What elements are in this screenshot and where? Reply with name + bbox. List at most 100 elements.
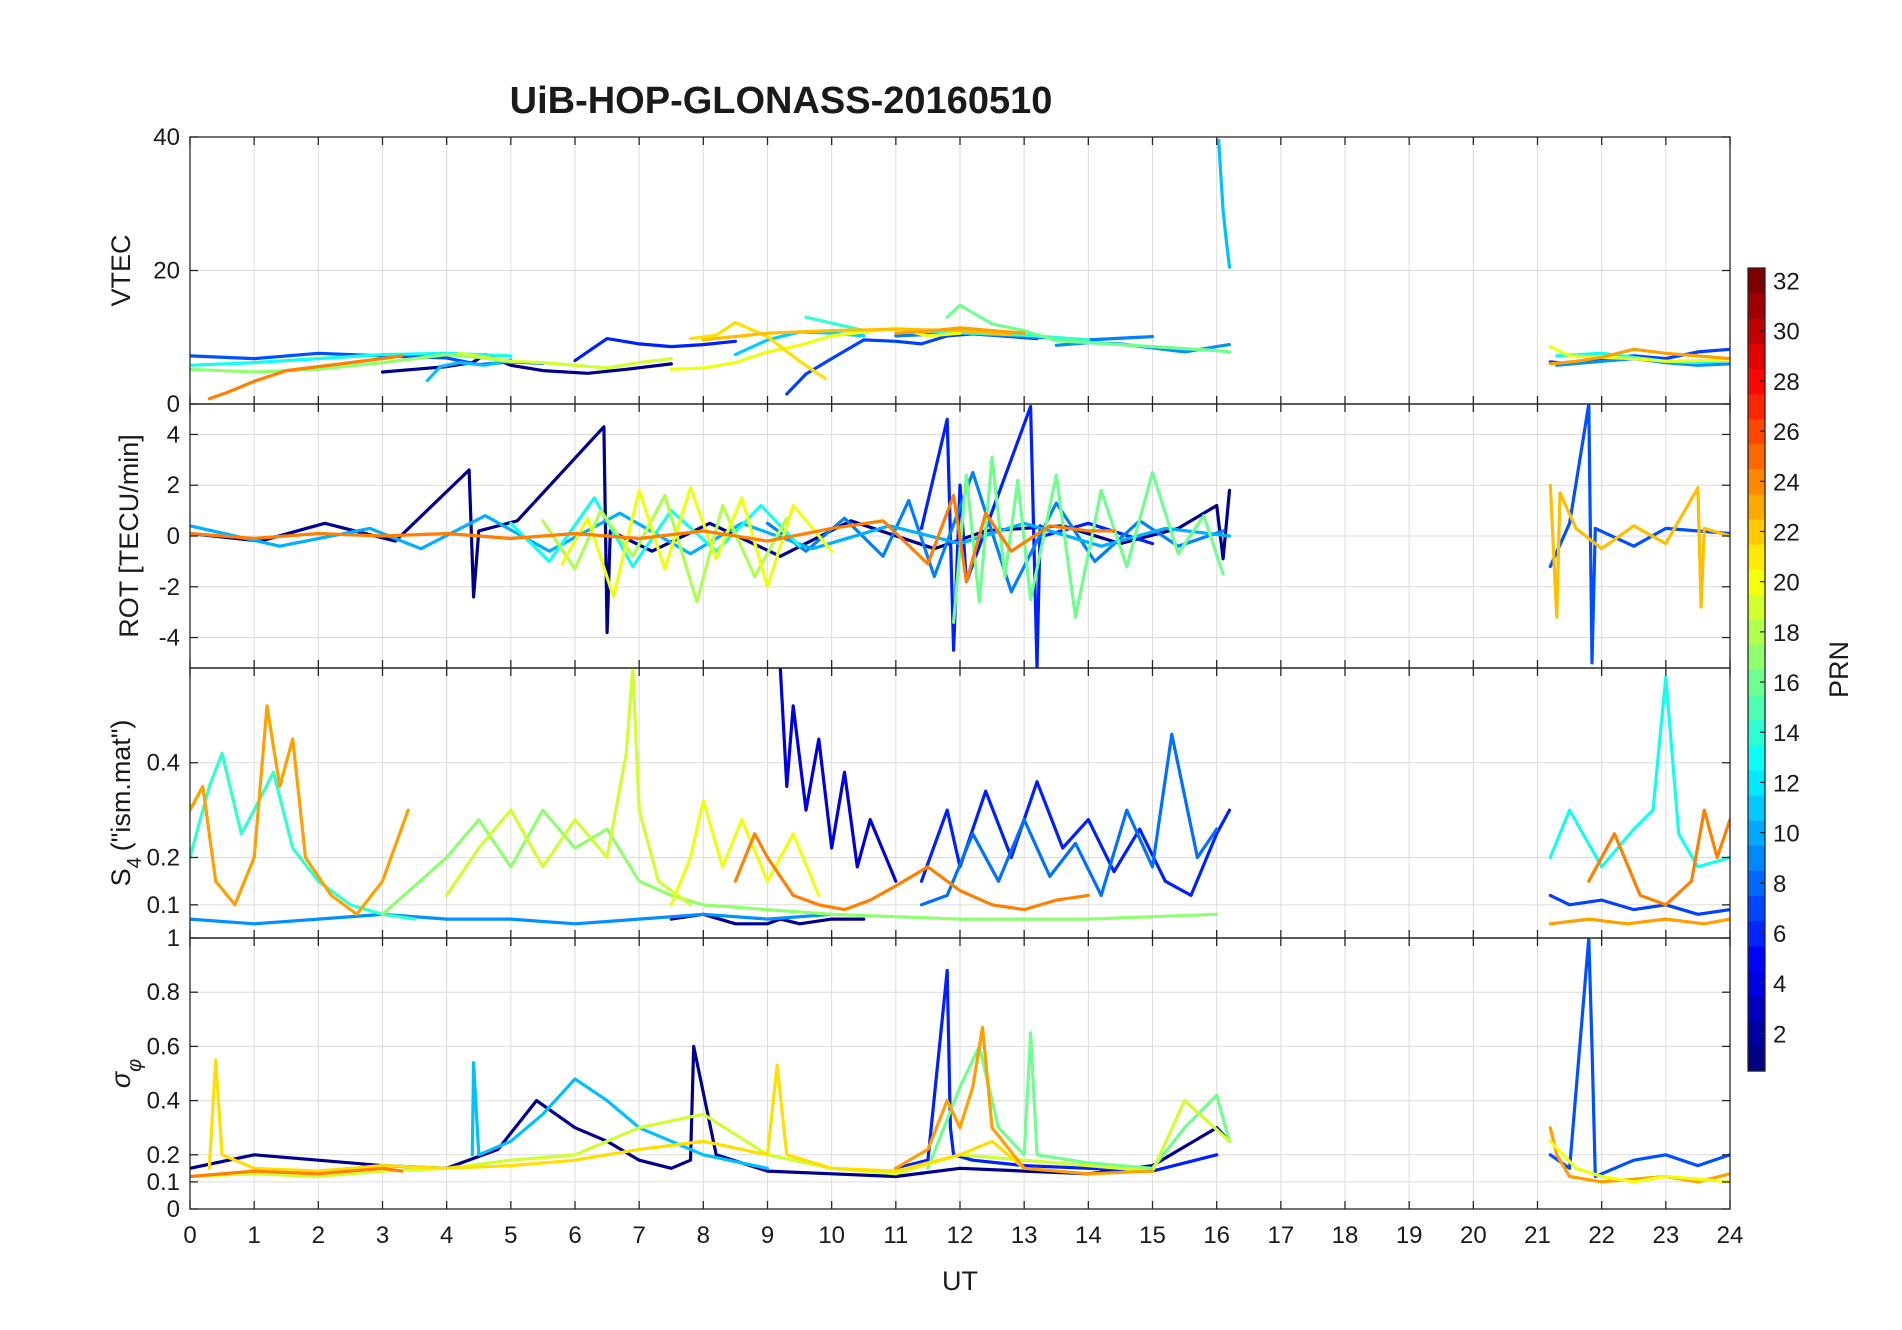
series-prn-3	[778, 668, 898, 883]
x-tick-label: 3	[376, 1222, 389, 1249]
colorbar-swatch	[1748, 418, 1765, 445]
series-prn-21	[1548, 1139, 1730, 1184]
colorbar-tick-label: 24	[1773, 469, 1800, 496]
colorbar-swatch	[1748, 719, 1765, 746]
y-tick-label: -4	[159, 625, 180, 652]
colorbar-swatch	[1748, 268, 1765, 294]
series-group-sigma_phi	[190, 938, 1730, 1184]
colorbar-tick-label: 32	[1773, 269, 1800, 296]
colorbar-swatch	[1748, 970, 1765, 997]
colorbar-swatch	[1748, 995, 1765, 1022]
series-prn-17	[926, 1031, 1232, 1170]
y-axis-label-s4: S4("ism.mat")	[106, 720, 146, 887]
series-prn-25	[733, 832, 1090, 912]
x-tick-label: 16	[1203, 1222, 1230, 1249]
colorbar-swatch	[1748, 293, 1765, 319]
series-prn-21	[560, 486, 834, 599]
series-prn-25	[207, 354, 404, 401]
series-group-vtec	[190, 138, 1730, 401]
x-tick-label: 1	[247, 1222, 260, 1249]
x-tick-label: 17	[1267, 1222, 1294, 1249]
colorbar-swatch	[1748, 368, 1765, 395]
series-prn-22	[207, 1058, 1026, 1173]
colorbar-tick-label: 26	[1773, 419, 1800, 446]
series-prn-7	[919, 732, 1219, 907]
series-prn-24	[1548, 917, 1730, 926]
y-tick-label: 0.1	[147, 1169, 180, 1196]
y-axis-label-vtec: VTEC	[106, 234, 136, 306]
x-tick-label: 12	[947, 1222, 974, 1249]
series-prn-12	[1216, 138, 1232, 269]
grid-vtec	[189, 136, 1731, 405]
series-prn-11	[190, 511, 1232, 556]
y-tick-label: 0	[167, 1196, 180, 1223]
colorbar-swatch	[1748, 845, 1765, 871]
series-group-rot	[190, 404, 1730, 668]
y-tick-label: 0.1	[147, 892, 180, 919]
series-prn-5	[1548, 893, 1730, 916]
x-tick-label: 11	[883, 1222, 908, 1249]
colorbar-swatch	[1748, 318, 1765, 344]
grid-s4	[189, 668, 1731, 938]
colorbar-label: PRN	[1824, 641, 1854, 698]
colorbar-swatch	[1748, 794, 1765, 821]
series-prn-5	[785, 332, 1039, 396]
y-tick-label: 0	[167, 523, 180, 550]
series-prn-23	[1548, 483, 1730, 619]
series-prn-25	[190, 493, 1116, 584]
y-tick-label: 0	[167, 391, 180, 418]
x-tick-label: 15	[1139, 1222, 1166, 1249]
x-tick-label: 13	[1011, 1222, 1038, 1249]
series-prn-21	[669, 798, 821, 907]
colorbar-tick-label: 18	[1773, 620, 1800, 647]
x-tick-label: 20	[1460, 1222, 1487, 1249]
series-prn-4	[919, 404, 1155, 668]
colorbar-swatch	[1748, 569, 1765, 595]
colorbar-swatch	[1748, 443, 1765, 470]
panel-sigma_phi: 00.10.20.40.60.810 1 2 3 4 5 6 7 8 9 10 11 12 13 14 15 1…	[106, 925, 1743, 1249]
colorbar-swatch	[1748, 343, 1765, 369]
y-tick-label: 2	[167, 472, 180, 499]
colorbar-tick-label: 30	[1773, 319, 1800, 346]
colorbar-tick-label: 14	[1773, 720, 1800, 747]
series-prn-14	[1548, 675, 1730, 869]
series-prn-22	[688, 321, 827, 381]
x-tick-label: 19	[1396, 1222, 1423, 1249]
series-prn-20	[457, 351, 673, 370]
x-tick-label: 24	[1717, 1222, 1744, 1249]
colorbar-tick-label: 4	[1773, 971, 1786, 998]
series-prn-12	[470, 1061, 770, 1170]
series-prn-24	[190, 704, 410, 916]
x-tick-label: 0	[183, 1222, 196, 1249]
y-tick-label: 1	[167, 925, 180, 952]
y-tick-label: 0.2	[147, 844, 180, 871]
series-prn-12	[425, 358, 513, 383]
colorbar-swatch	[1748, 895, 1765, 922]
colorbar-swatch	[1748, 870, 1765, 896]
colorbar-swatch	[1748, 493, 1765, 520]
y-tick-label: 0.2	[147, 1142, 180, 1169]
x-tick-label: 21	[1524, 1222, 1551, 1249]
series-prn-4	[919, 780, 1232, 898]
x-tick-label: 10	[818, 1222, 845, 1249]
series-prn-24	[1548, 347, 1730, 366]
x-tick-label: 6	[568, 1222, 581, 1249]
panel-s4: 0.1 0.2 0.4S4("ism.mat")	[106, 667, 1731, 939]
x-axis-label: UT	[942, 1266, 978, 1296]
y-tick-label: 0.4	[147, 750, 180, 777]
y-tick-label: 40	[153, 124, 180, 151]
series-prn-14	[509, 496, 802, 569]
colorbar-swatch	[1748, 619, 1765, 646]
series-prn-19	[541, 493, 789, 604]
series-group-s4	[190, 668, 1730, 926]
y-axis-label-sigma_phi: σφ	[106, 1059, 146, 1088]
chart-title: UiB-HOP-GLONASS-20160510	[510, 80, 1053, 122]
colorbar-tick-label: 20	[1773, 570, 1800, 597]
series-prn-6	[1548, 938, 1730, 1179]
x-tick-label: 23	[1652, 1222, 1679, 1249]
colorbar-frame	[1747, 267, 1766, 1072]
colorbar-swatch	[1748, 920, 1765, 947]
colorbar-swatch	[1748, 544, 1765, 570]
y-tick-label: -2	[159, 574, 180, 601]
